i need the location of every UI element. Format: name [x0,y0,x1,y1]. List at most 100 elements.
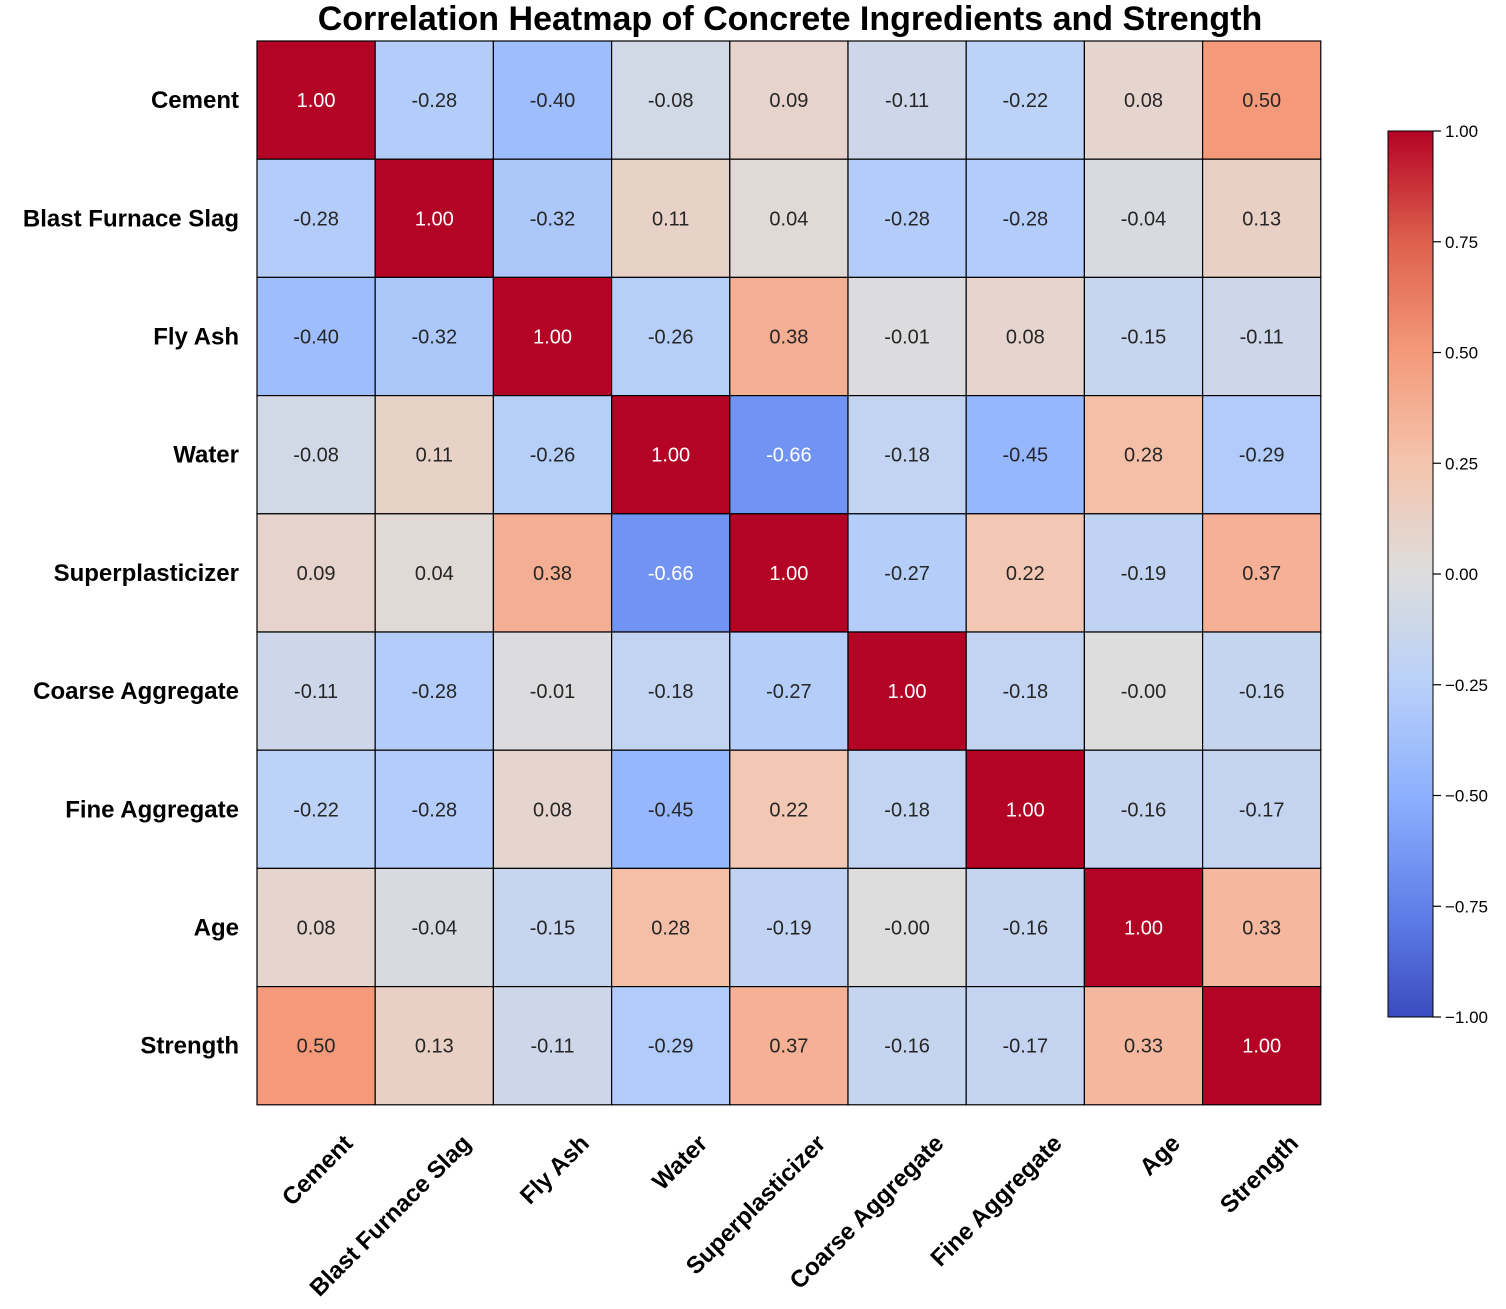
heatmap-cell [492,513,613,633]
heatmap-cell [847,867,967,988]
heatmap-cell [1201,631,1322,751]
cell-value-label: -0.04 [1121,208,1167,230]
cell-value-label: -0.18 [884,799,930,821]
y-tick-label: Blast Furnace Slag [23,205,239,232]
cell-value-label: -0.45 [648,799,694,821]
y-axis-labels: Cement Blast Furnace Slag Fly Ash Water Supe… [23,87,239,1060]
heatmap-cell [965,985,1086,1106]
cell-value-label: 1.00 [1242,1036,1281,1058]
y-tick-label: Fine Aggregate [65,796,239,823]
heatmap-cell [610,395,731,515]
cell-value-label: -0.27 [766,681,812,703]
cell-value-label: -0.26 [648,327,694,349]
heatmap-cell [610,40,731,160]
cell-value-label: 0.28 [1124,445,1163,467]
heatmap-cell [374,40,495,160]
y-tick-label: Cement [151,87,239,114]
colorbar-tick-label: 1.00 [1445,122,1478,141]
y-tick-label: Water [173,442,239,469]
cell-value-label: 1.00 [651,445,690,467]
x-tick-label: Age [1135,1130,1186,1181]
cell-value-label: 0.22 [769,799,808,821]
heatmap-cell [1201,985,1322,1106]
heatmap-cell [610,158,731,278]
cell-value-label: -0.29 [648,1036,694,1058]
cell-value-label: 1.00 [297,90,336,112]
cell-value-label: -0.16 [1239,681,1285,703]
heatmap-cell [965,867,1086,988]
y-tick-label: Fly Ash [153,324,239,351]
cell-value-label: -0.16 [1003,918,1049,940]
heatmap-cell [847,158,967,278]
cell-value-label: -0.22 [1003,90,1049,112]
cell-value-label: 0.13 [415,1036,454,1058]
cell-value-label: -0.40 [293,327,339,349]
heatmap-cell [1201,867,1322,988]
cell-value-label: 0.50 [1242,90,1281,112]
colorbar-tick-label: −0.25 [1445,676,1488,695]
cell-value-label: 0.11 [652,208,689,230]
heatmap-cell [965,158,1086,278]
heatmap-cell [729,749,849,870]
colorbar-tick-label: 0.25 [1445,454,1478,473]
chart-title: Correlation Heatmap of Concrete Ingredie… [318,0,1263,38]
cell-value-label: 0.08 [1006,327,1045,349]
cell-value-label: -0.16 [1121,799,1167,821]
cell-value-label: 0.11 [416,445,453,467]
cell-value-label: -0.27 [884,563,930,585]
cell-value-label: -0.32 [412,327,458,349]
heatmap-cell [1083,158,1204,278]
heatmap-cell [256,395,376,515]
cell-value-label: -0.16 [884,1036,930,1058]
cell-value-label: -0.28 [412,90,458,112]
cell-value-label: -0.17 [1003,1036,1049,1058]
colorbar-tick-label: −1.00 [1445,1008,1488,1027]
heatmap-cell [374,631,495,751]
cell-value-label: 0.09 [769,90,808,112]
cell-value-label: -0.40 [530,90,576,112]
colorbar-tick-label: 0.75 [1445,233,1478,252]
heatmap-cell [256,985,376,1106]
cell-value-label: 0.08 [533,799,572,821]
cell-value-label: -0.15 [530,918,576,940]
cell-value-label: -0.18 [884,445,930,467]
heatmap-cell [729,631,849,751]
heatmap-cell [965,749,1086,870]
y-tick-label: Coarse Aggregate [33,678,239,705]
heatmap-cell [610,513,731,633]
heatmap-cell [492,985,613,1106]
heatmap-cell [256,276,376,397]
cell-value-label: 1.00 [1124,918,1163,940]
heatmap-cell [847,40,967,160]
cell-value-label: -0.00 [1121,681,1167,703]
cell-value-label: -0.00 [884,918,930,940]
cell-value-label: 0.22 [1006,563,1045,585]
cell-value-label: 0.33 [1242,918,1281,940]
cell-value-label: -0.08 [648,90,694,112]
heatmap-cell [492,158,613,278]
cell-value-label: 0.08 [297,918,336,940]
heatmap-cell [374,395,495,515]
heatmap-cell [374,985,495,1106]
colorbar-bar [1388,131,1433,1017]
cell-value-label: 0.50 [297,1036,336,1058]
heatmap-cell [492,749,613,870]
heatmap-cell [1201,395,1322,515]
cell-value-label: 1.00 [533,327,572,349]
cell-value-label: -0.32 [530,208,576,230]
colorbar-tick-label: −0.75 [1445,897,1488,916]
x-tick-label: Cement [277,1130,358,1211]
heatmap-cell [729,40,849,160]
cell-value-label: -0.11 [1240,327,1284,349]
cell-value-label: 0.33 [1124,1036,1163,1058]
heatmap-cell [256,158,376,278]
heatmap-cell [610,985,731,1106]
cell-value-label: 1.00 [1006,799,1045,821]
cell-value-label: -0.66 [648,563,694,585]
cell-value-label: 0.08 [1124,90,1163,112]
heatmap-cell [1201,513,1322,633]
cell-value-label: -0.01 [884,327,930,349]
cell-value-label: -0.28 [293,208,339,230]
cell-value-label: -0.11 [885,90,929,112]
